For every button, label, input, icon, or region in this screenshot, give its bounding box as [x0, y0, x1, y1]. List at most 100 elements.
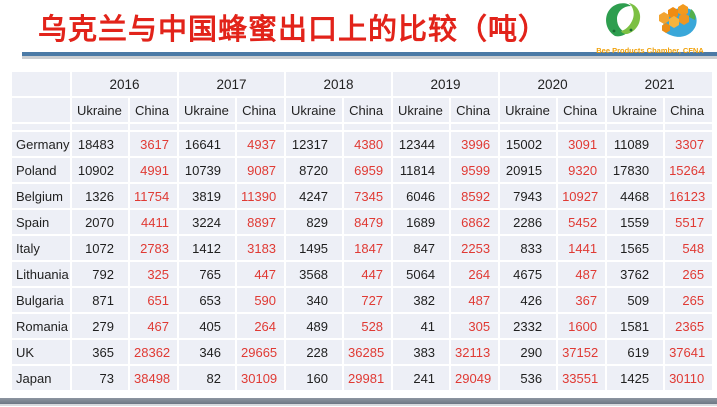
subheader-china-2021: China: [665, 98, 713, 122]
china-value-2018-romania: 528: [344, 314, 392, 338]
china-value-2016-belgium: 11754: [130, 184, 178, 208]
ukraine-value-2019-lithuania: 5064: [393, 262, 450, 286]
logo-area: Bee Products Chamber, CFNA: [595, 3, 705, 55]
china-value-2018-spain: 8479: [344, 210, 392, 234]
ukraine-value-2021-lithuania: 3762: [607, 262, 664, 286]
spacer-cell: [451, 124, 499, 130]
year-header-2017: 2017: [179, 72, 285, 96]
ukraine-value-2021-romania: 1581: [607, 314, 664, 338]
china-value-2021-lithuania: 265: [665, 262, 713, 286]
china-value-2019-belgium: 8592: [451, 184, 499, 208]
country-label-poland: Poland: [12, 158, 70, 182]
ukraine-value-2018-spain: 829: [286, 210, 343, 234]
ukraine-value-2016-romania: 279: [72, 314, 128, 338]
subheader-ukraine-2017: Ukraine: [179, 98, 236, 122]
china-value-2017-spain: 8897: [237, 210, 285, 234]
spacer-row: [12, 124, 713, 130]
country-label-belgium: Belgium: [12, 184, 70, 208]
subheader-china-2019: China: [451, 98, 499, 122]
table-row-belgium: Belgium 1326 11754 3819 11390 4247 7345 6046 859…: [12, 184, 713, 208]
ukraine-value-2018-germany: 12317: [286, 132, 343, 156]
china-value-2018-bulgaria: 727: [344, 288, 392, 312]
table-row-romania: Romania 279 467 405 264 489 528 41 305 2332 1600 15…: [12, 314, 713, 338]
year-header-2016: 2016: [72, 72, 178, 96]
ukraine-value-2017-belgium: 3819: [179, 184, 236, 208]
country-label-italy: Italy: [12, 236, 70, 260]
ukraine-value-2017-lithuania: 765: [179, 262, 236, 286]
ukraine-value-2020-lithuania: 4675: [500, 262, 557, 286]
china-value-2017-romania: 264: [237, 314, 285, 338]
china-value-2017-lithuania: 447: [237, 262, 285, 286]
country-label-uk: UK: [12, 340, 70, 364]
ukraine-value-2019-bulgaria: 382: [393, 288, 450, 312]
spacer-cell: [558, 124, 606, 130]
ukraine-value-2021-germany: 11089: [607, 132, 664, 156]
year-header-2020: 2020: [500, 72, 606, 96]
table-row-poland: Poland 10902 4991 10739 9087 8720 6959 11814 959…: [12, 158, 713, 182]
subheader-china-2016: China: [130, 98, 178, 122]
export-comparison-table: 2016 2017 2018 2019 2020 2021 Ukraine China Ukra…: [10, 70, 714, 392]
china-value-2016-lithuania: 325: [130, 262, 178, 286]
china-value-2017-belgium: 11390: [237, 184, 285, 208]
china-value-2016-italy: 2783: [130, 236, 178, 260]
cfna-swan-logo-icon: [601, 0, 645, 45]
ukraine-value-2020-germany: 15002: [500, 132, 557, 156]
china-value-2016-spain: 4411: [130, 210, 178, 234]
spacer-cell: [286, 124, 343, 130]
china-value-2017-germany: 4937: [237, 132, 285, 156]
china-value-2021-japan: 30110: [665, 366, 713, 390]
china-value-2017-poland: 9087: [237, 158, 285, 182]
ukraine-value-2021-spain: 1559: [607, 210, 664, 234]
subheader-ukraine-2020: Ukraine: [500, 98, 557, 122]
ukraine-value-2020-japan: 536: [500, 366, 557, 390]
year-header-2018: 2018: [286, 72, 392, 96]
subheader-ukraine-2019: Ukraine: [393, 98, 450, 122]
ukraine-value-2017-spain: 3224: [179, 210, 236, 234]
spacer-cell: [130, 124, 178, 130]
ukraine-value-2016-germany: 18483: [72, 132, 128, 156]
ukraine-value-2018-uk: 228: [286, 340, 343, 364]
ukraine-value-2020-spain: 2286: [500, 210, 557, 234]
ukraine-value-2018-poland: 8720: [286, 158, 343, 182]
ukraine-value-2020-bulgaria: 426: [500, 288, 557, 312]
ukraine-value-2019-uk: 383: [393, 340, 450, 364]
china-value-2021-poland: 15264: [665, 158, 713, 182]
spacer-cell: [179, 124, 236, 130]
spacer-cell: [344, 124, 392, 130]
china-value-2018-japan: 29981: [344, 366, 392, 390]
table-body: Germany 18483 3617 16641 4937 12317 4380 12344 3…: [12, 124, 713, 390]
ukraine-value-2021-uk: 619: [607, 340, 664, 364]
ukraine-value-2017-uk: 346: [179, 340, 236, 364]
china-value-2017-uk: 29665: [237, 340, 285, 364]
china-value-2021-bulgaria: 265: [665, 288, 713, 312]
china-value-2018-germany: 4380: [344, 132, 392, 156]
ukraine-value-2019-germany: 12344: [393, 132, 450, 156]
china-value-2021-belgium: 16123: [665, 184, 713, 208]
ukraine-value-2016-poland: 10902: [72, 158, 128, 182]
ukraine-value-2021-bulgaria: 509: [607, 288, 664, 312]
china-value-2020-bulgaria: 367: [558, 288, 606, 312]
subheader-ukraine-2016: Ukraine: [72, 98, 128, 122]
china-value-2020-japan: 33551: [558, 366, 606, 390]
table-row-uk: UK 365 28362 346 29665 228 36285 383 32113 290 371…: [12, 340, 713, 364]
spacer-cell: [607, 124, 664, 130]
ukraine-value-2016-spain: 2070: [72, 210, 128, 234]
china-value-2020-belgium: 10927: [558, 184, 606, 208]
china-value-2021-romania: 2365: [665, 314, 713, 338]
ukraine-value-2016-lithuania: 792: [72, 262, 128, 286]
title-underline-divider: [22, 52, 717, 56]
china-value-2019-bulgaria: 487: [451, 288, 499, 312]
ukraine-value-2019-spain: 1689: [393, 210, 450, 234]
country-label-romania: Romania: [12, 314, 70, 338]
ukraine-value-2021-italy: 1565: [607, 236, 664, 260]
table-row-spain: Spain 2070 4411 3224 8897 829 8479 1689 6862 2286…: [12, 210, 713, 234]
logo-caption: Bee Products Chamber, CFNA: [596, 46, 704, 55]
china-value-2019-uk: 32113: [451, 340, 499, 364]
ukraine-value-2021-japan: 1425: [607, 366, 664, 390]
china-value-2018-uk: 36285: [344, 340, 392, 364]
spacer-cell: [393, 124, 450, 130]
china-value-2018-poland: 6959: [344, 158, 392, 182]
ukraine-value-2019-japan: 241: [393, 366, 450, 390]
ukraine-value-2018-bulgaria: 340: [286, 288, 343, 312]
ukraine-value-2020-italy: 833: [500, 236, 557, 260]
